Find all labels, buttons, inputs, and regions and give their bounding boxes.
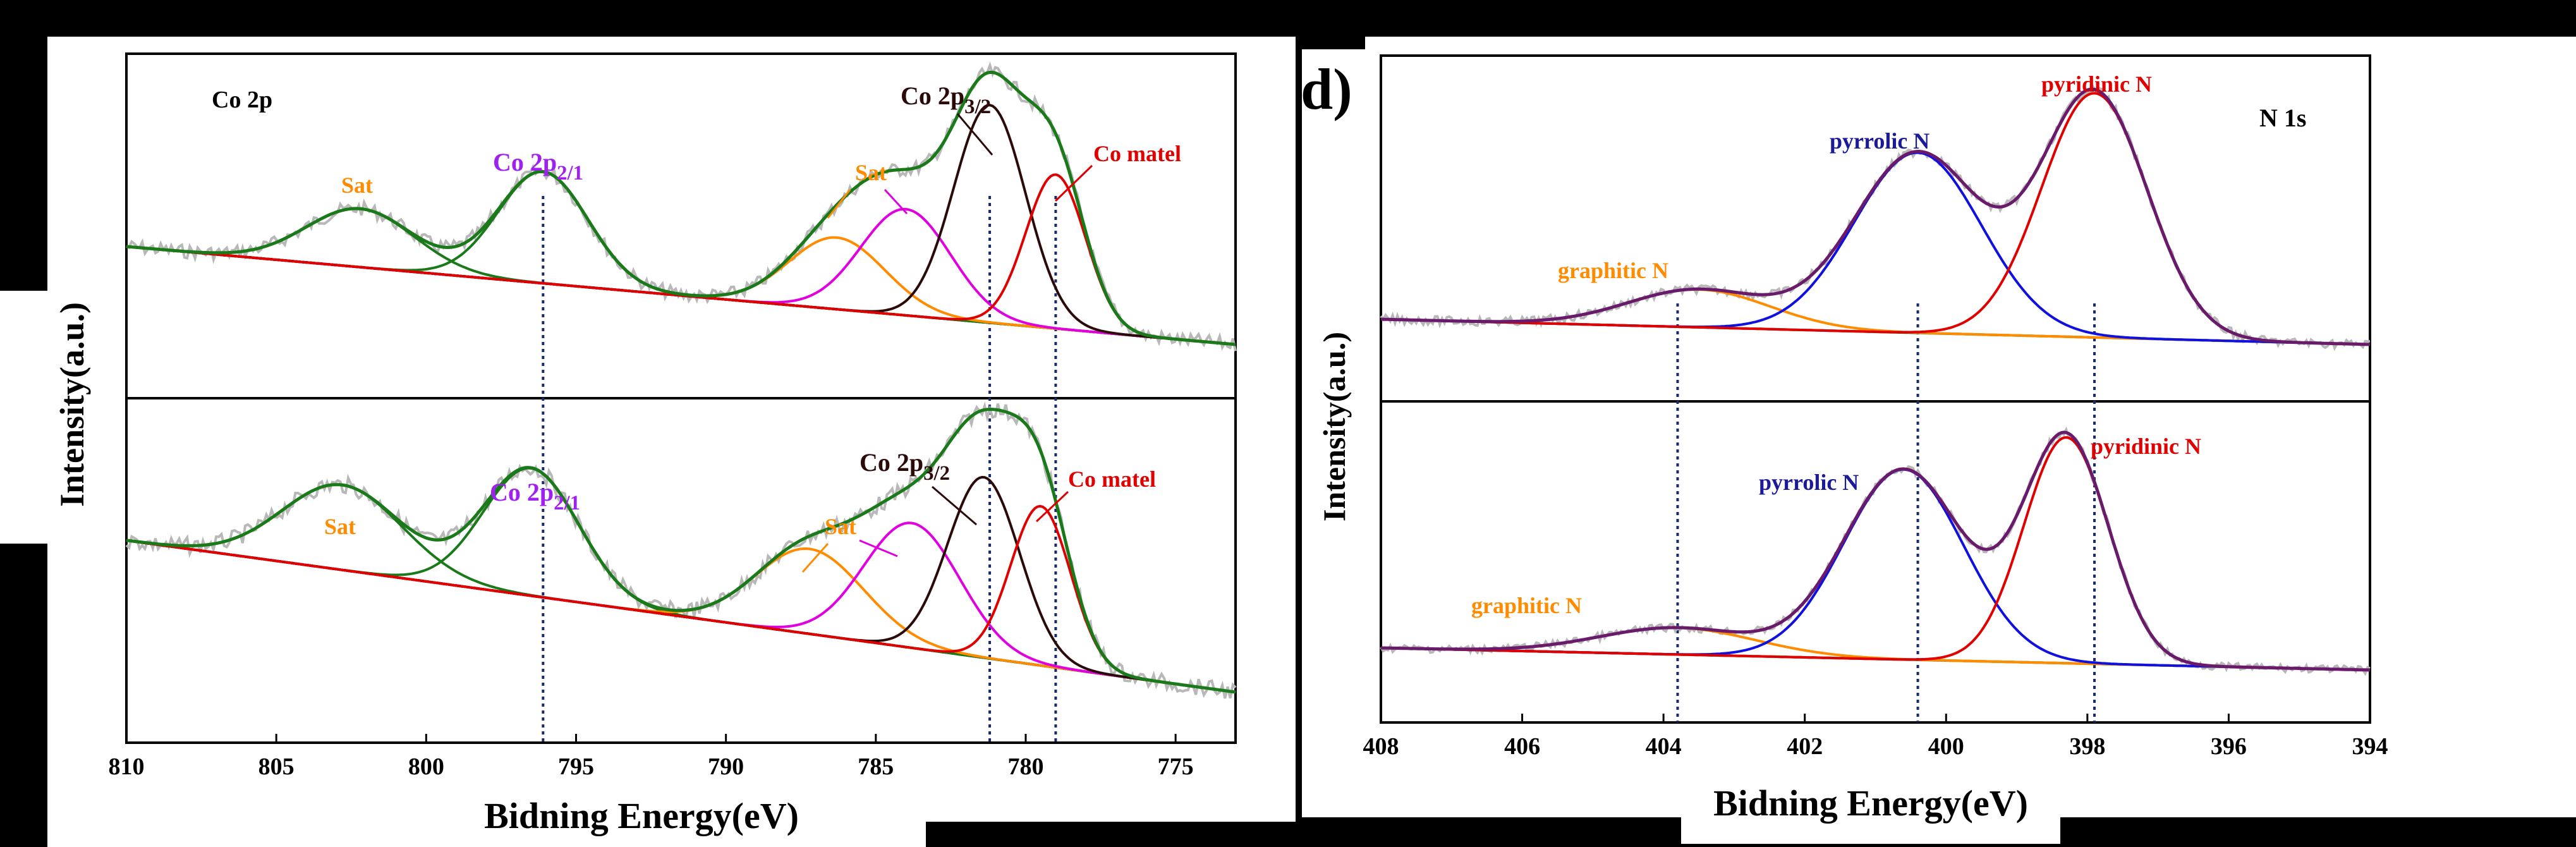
- left-x-axis-title: Bidning Energy(eV): [484, 795, 799, 836]
- peak-label: Co 2p3/2: [860, 448, 950, 485]
- left-y-axis-title: Intensity(a.u.): [53, 302, 91, 507]
- peak-label: Co matel: [1093, 141, 1181, 166]
- panel-label-d: d): [1301, 57, 1352, 121]
- peak-label: Sat: [855, 160, 887, 185]
- envelope-line: [1380, 430, 2371, 672]
- peak-label: Sat: [324, 514, 356, 539]
- annotation-leader: [1035, 491, 1069, 523]
- annotation-leader: [801, 543, 829, 573]
- x-tick-label: 790: [708, 753, 744, 780]
- annotation-leader: [859, 539, 898, 558]
- raw-data-line: [1380, 426, 2371, 676]
- x-tick-label: 408: [1363, 733, 1399, 760]
- x-tick-label: 780: [1007, 753, 1043, 780]
- right-top-bg: [1365, 37, 2576, 62]
- x-tick-label: 402: [1787, 733, 1823, 760]
- peak-label: Co 2p2/1: [493, 148, 583, 185]
- peak-label: pyrrolic N: [1759, 470, 1859, 495]
- peak-label: graphitic N: [1558, 258, 1668, 283]
- envelope-line: [126, 407, 1236, 694]
- x-tick-label: 810: [109, 753, 145, 780]
- right-xlabel-bg: [1681, 759, 2060, 844]
- left-panel-bg: [47, 37, 1296, 822]
- right-panel-bg: [1302, 49, 2576, 817]
- right-x-axis-title: Bidning Energy(eV): [1713, 783, 2028, 824]
- co-2p-core-label: Co 2p: [212, 87, 272, 113]
- peak-label: pyridinic N: [2041, 71, 2152, 97]
- envelope-line: [1380, 87, 2371, 346]
- n-1s-chart: 408 406 404 402 400 398 396 394 d) N 1s graphit…: [1301, 54, 2388, 824]
- annotation-leader: [956, 113, 993, 155]
- envelope-line: [126, 70, 1236, 346]
- annotation-leader: [884, 188, 908, 215]
- x-tick-label: 800: [408, 753, 444, 780]
- left-ylabel-bg: [0, 291, 95, 544]
- x-tick-label: 785: [858, 753, 894, 780]
- x-tick-label: 406: [1504, 733, 1540, 760]
- x-tick-label: 400: [1928, 733, 1964, 760]
- right-y-axis-title: Intensity(a.u.): [1316, 332, 1352, 521]
- component-peak-line: [126, 504, 1236, 693]
- peak-label: Sat: [341, 173, 373, 198]
- peak-label: Co 2p3/2: [901, 82, 991, 118]
- x-tick-label: 404: [1646, 733, 1682, 760]
- peak-label: pyridinic N: [2091, 434, 2201, 459]
- peak-label: pyrrolic N: [1830, 128, 1929, 154]
- peak-label: Sat: [825, 514, 856, 539]
- left-xlabel-bg: [47, 789, 926, 847]
- peak-label: Co matel: [1068, 466, 1156, 492]
- x-tick-label: 805: [258, 753, 295, 780]
- peak-label: graphitic N: [1471, 593, 1582, 618]
- x-tick-label: 398: [2069, 733, 2105, 760]
- right-ylabel-bg: [1311, 291, 1362, 569]
- x-tick-label: 795: [558, 753, 594, 780]
- n-1s-core-label: N 1s: [2259, 104, 2306, 132]
- x-tick-label: 396: [2211, 733, 2247, 760]
- peak-label: Co 2p2/1: [490, 478, 580, 515]
- x-tick-label: 394: [2352, 733, 2388, 760]
- co-2p-chart: 810 805 800 795 790 785 780 775 Co 2p Sat Co 2p2…: [53, 52, 1237, 836]
- x-tick-label: 775: [1158, 753, 1194, 780]
- annotation-leader: [1054, 164, 1093, 202]
- annotation-leader: [827, 189, 851, 219]
- annotation-leader: [932, 485, 977, 526]
- right-plot-frame: [1380, 54, 2371, 724]
